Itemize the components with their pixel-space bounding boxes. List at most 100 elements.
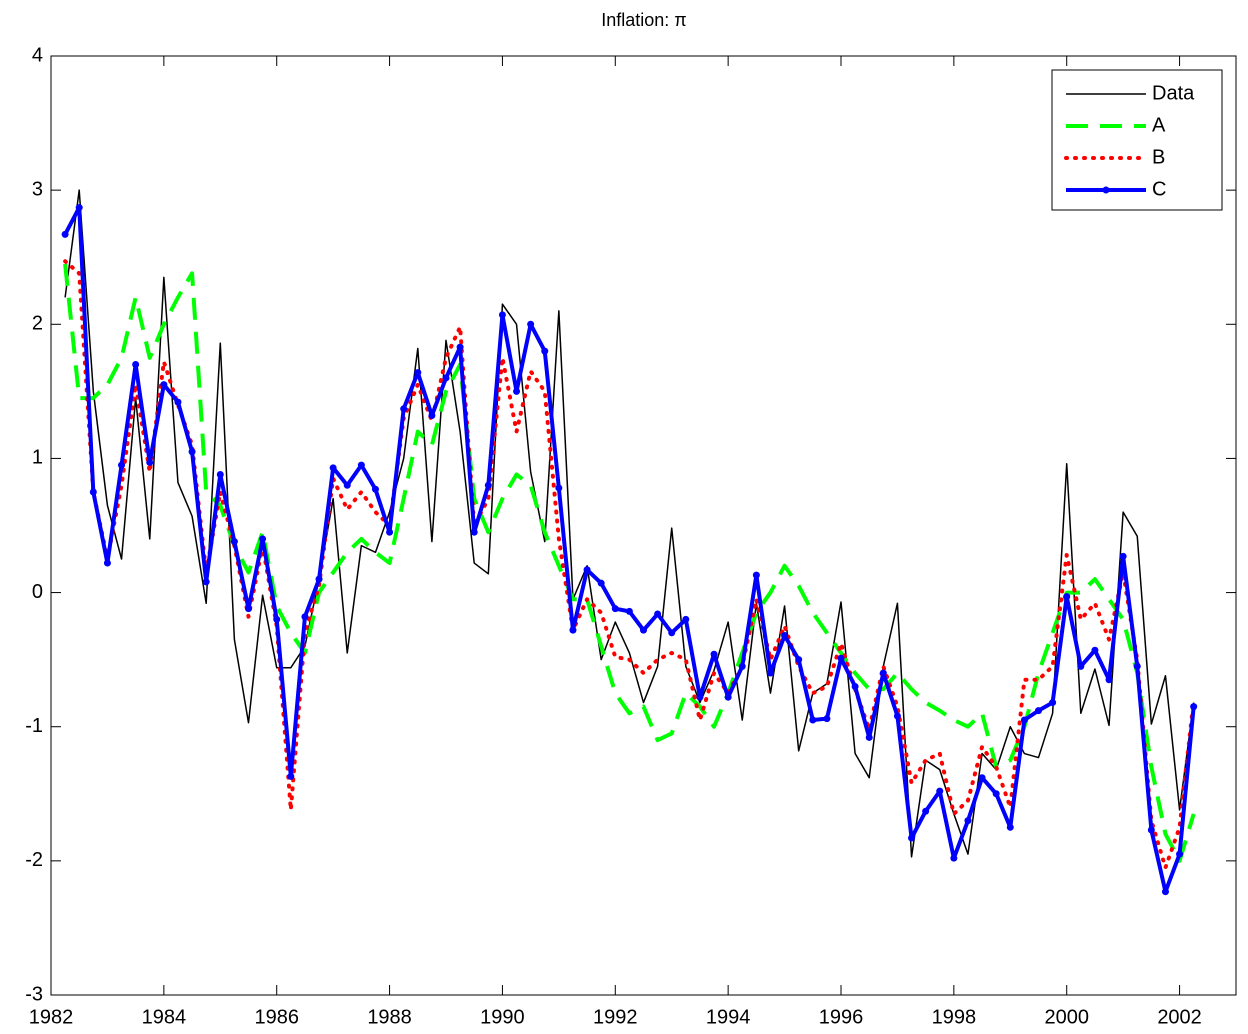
series-marker <box>1063 593 1071 601</box>
series-marker <box>160 381 168 389</box>
y-tick-label: -2 <box>25 849 43 871</box>
legend-label: C <box>1152 178 1166 200</box>
legend-label: Data <box>1152 82 1195 104</box>
y-tick-label: 4 <box>32 44 43 66</box>
series-marker <box>75 204 83 212</box>
series-marker <box>1176 850 1184 858</box>
plot-frame <box>50 55 1237 996</box>
series-marker <box>696 693 704 701</box>
series-marker <box>893 712 901 720</box>
series-marker <box>555 484 563 492</box>
series-marker <box>978 774 986 782</box>
series-marker <box>498 311 506 319</box>
series-marker <box>1006 823 1014 831</box>
y-tick-label: 3 <box>32 178 43 200</box>
series-marker <box>823 715 831 723</box>
series-marker <box>1190 703 1198 711</box>
series-marker <box>230 538 238 546</box>
series-marker <box>597 579 605 587</box>
series-marker <box>682 615 690 623</box>
legend-marker <box>1102 186 1110 194</box>
series-marker <box>541 347 549 355</box>
series-marker <box>132 361 140 369</box>
series-marker <box>724 693 732 701</box>
series-marker <box>89 488 97 496</box>
series-marker <box>103 559 111 567</box>
x-tick-label: 1986 <box>254 1006 299 1028</box>
series-line <box>64 189 1195 858</box>
y-tick-label: -1 <box>25 715 43 737</box>
chart-title: Inflation: π <box>601 10 686 30</box>
x-tick-label: 1984 <box>142 1006 187 1028</box>
series-marker <box>1119 552 1127 560</box>
series-marker <box>766 669 774 677</box>
series-marker <box>273 615 281 623</box>
series-marker <box>146 458 154 466</box>
series-marker <box>865 733 873 741</box>
series-marker <box>287 772 295 780</box>
series-marker <box>1105 676 1113 684</box>
series-marker <box>456 343 464 351</box>
series-marker <box>1133 662 1141 670</box>
x-tick-label: 1996 <box>819 1006 864 1028</box>
series-marker <box>1035 707 1042 715</box>
series-marker <box>301 613 309 621</box>
series-marker <box>922 807 930 815</box>
y-tick-label: 0 <box>32 581 43 603</box>
series-marker <box>442 374 450 382</box>
series-marker <box>259 535 267 543</box>
series-marker <box>936 787 944 795</box>
series-line <box>63 259 1196 870</box>
series-marker <box>710 650 718 658</box>
series-marker <box>245 605 252 613</box>
series-marker <box>386 528 394 536</box>
series-marker <box>950 854 958 862</box>
series-marker <box>837 654 845 662</box>
series-marker <box>1161 888 1169 896</box>
series-marker <box>781 631 789 639</box>
series-marker <box>400 405 408 413</box>
x-tick-label: 2002 <box>1157 1006 1202 1028</box>
series-marker <box>654 610 662 618</box>
legend-label: B <box>1152 146 1165 168</box>
x-tick-label: 1992 <box>593 1006 638 1028</box>
series-marker <box>908 834 916 842</box>
series-marker <box>992 790 1000 798</box>
series-marker <box>1091 646 1099 654</box>
series-marker <box>470 528 478 536</box>
series-marker <box>484 481 492 489</box>
x-tick-label: 1990 <box>480 1006 525 1028</box>
series-marker <box>329 464 337 472</box>
series-marker <box>738 662 746 670</box>
x-tick-label: 2000 <box>1044 1006 1089 1028</box>
x-tick-label: 1982 <box>29 1006 74 1028</box>
series-marker <box>611 605 619 613</box>
series-marker <box>118 461 126 469</box>
y-tick-label: 1 <box>32 447 43 469</box>
legend: Data ABC <box>1051 69 1223 211</box>
series-marker <box>357 461 365 469</box>
y-tick-label: 2 <box>32 313 43 335</box>
series-marker <box>1020 716 1028 724</box>
series-marker <box>61 230 69 238</box>
series-marker <box>315 575 323 583</box>
series-marker <box>879 669 887 677</box>
series-marker <box>216 471 224 479</box>
series-marker <box>428 412 436 420</box>
legend-label: A <box>1152 114 1166 136</box>
series-marker <box>414 369 422 377</box>
series-marker <box>625 607 633 615</box>
x-tick-label: 1998 <box>932 1006 977 1028</box>
series-marker <box>809 716 817 724</box>
series-marker <box>668 629 676 637</box>
series-marker <box>371 485 379 493</box>
series-marker <box>202 578 210 586</box>
series-line <box>63 263 1196 863</box>
series-marker <box>1077 662 1085 670</box>
series-marker <box>527 320 535 328</box>
series-marker <box>640 626 647 634</box>
series-marker <box>343 481 351 489</box>
series-marker <box>583 566 591 574</box>
